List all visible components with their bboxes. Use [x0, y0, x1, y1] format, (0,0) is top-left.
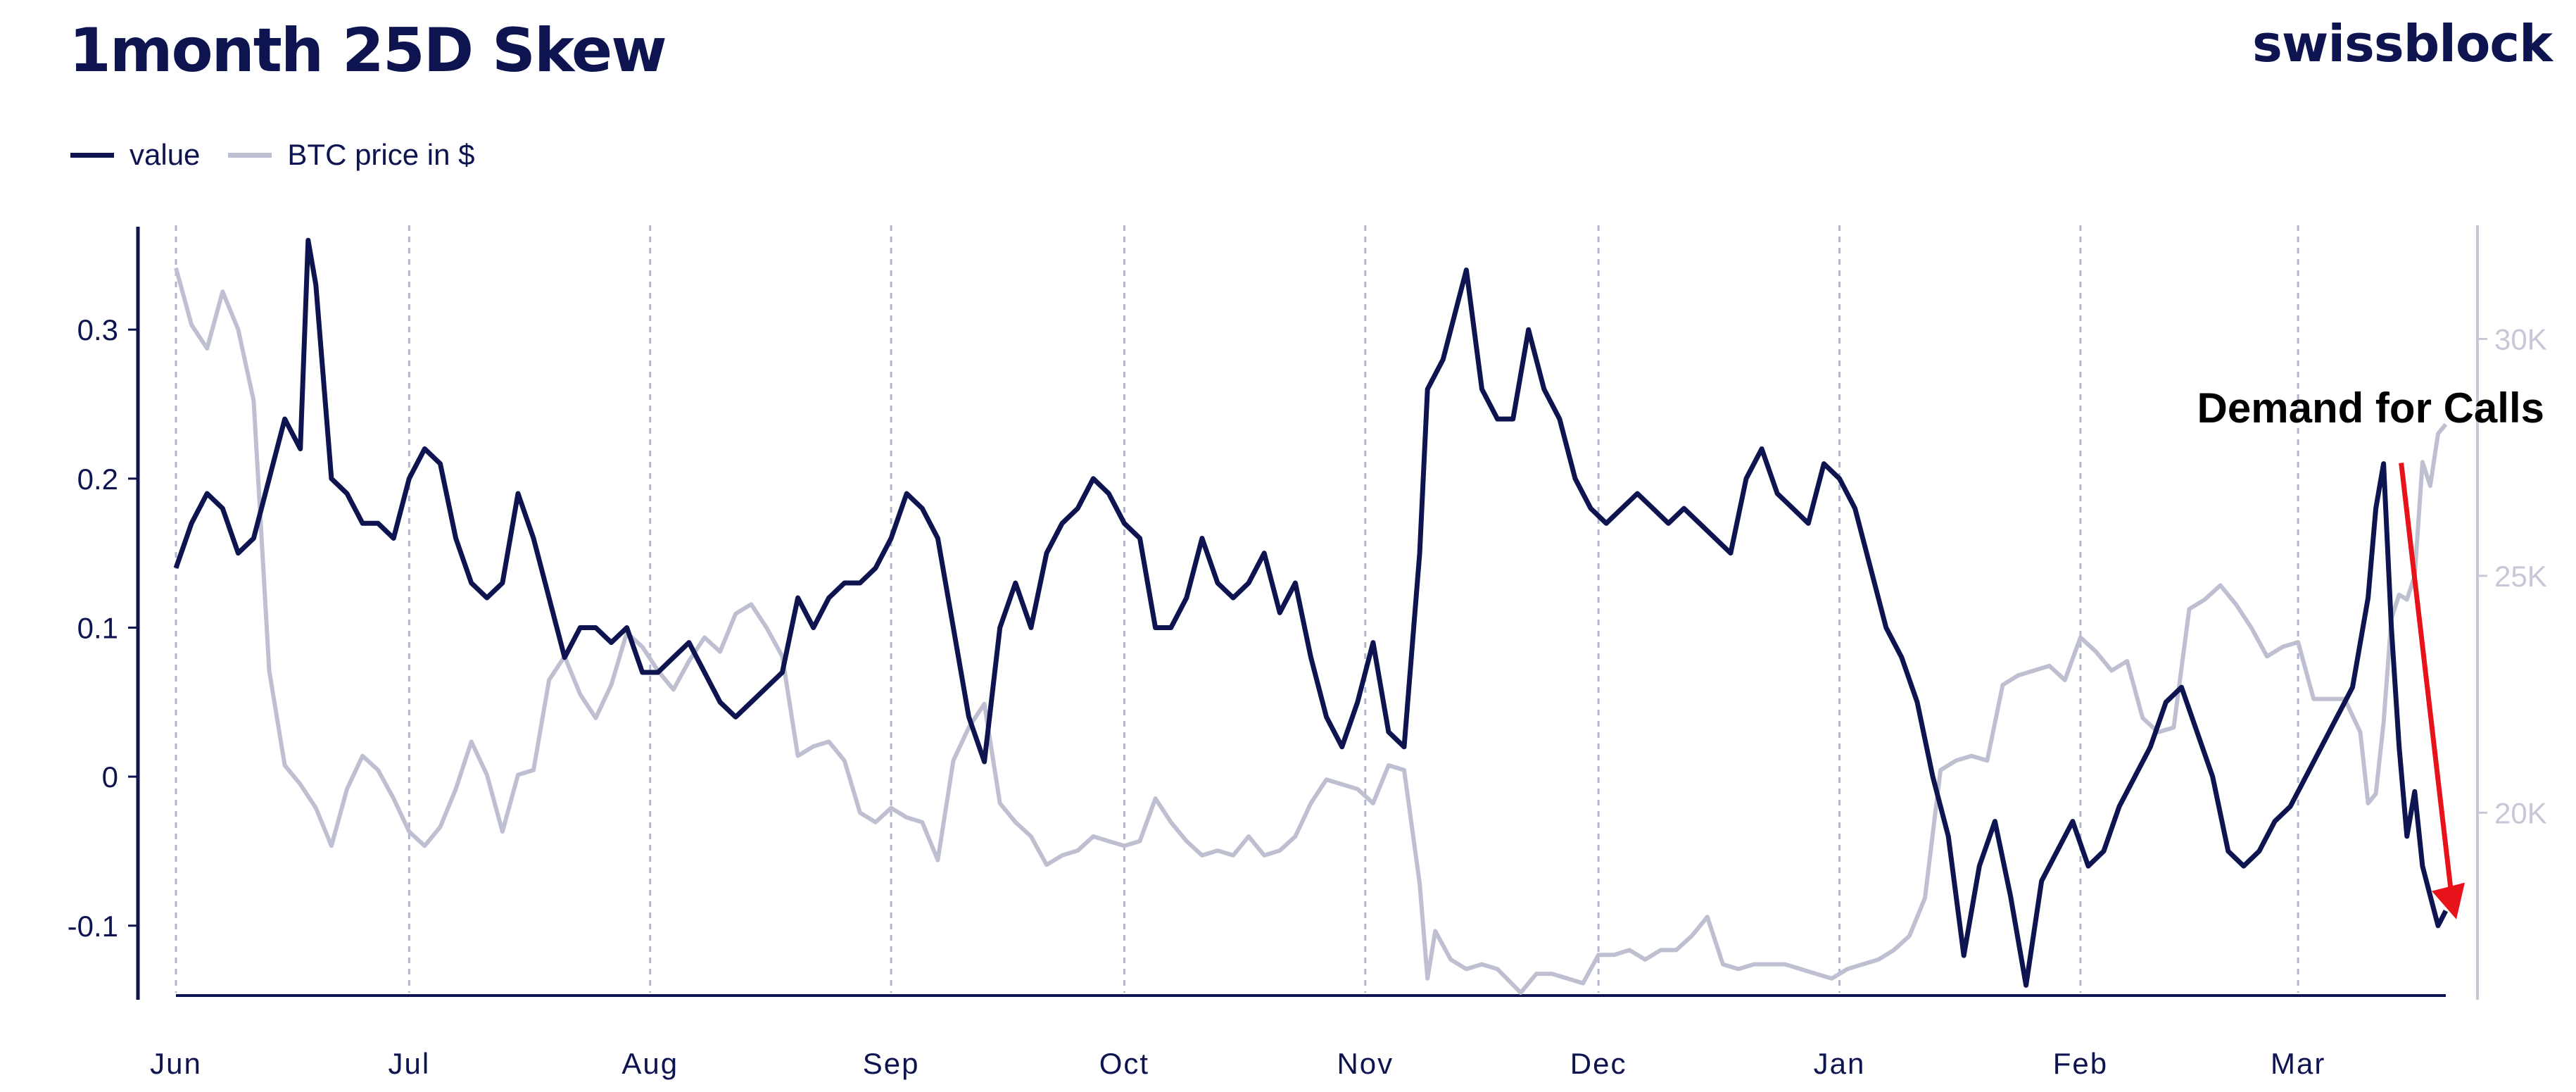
chart-title: 1month 25D Skew — [69, 15, 667, 86]
legend-item-value[interactable]: value — [70, 138, 200, 172]
annotation-arrowhead — [2432, 882, 2465, 920]
legend: value BTC price in $ — [70, 138, 503, 172]
x-grid — [175, 225, 2299, 993]
x-tick-label: Jun — [150, 1047, 202, 1080]
x-tick-label: Jul — [388, 1047, 430, 1080]
x-tick-label: Aug — [621, 1047, 678, 1080]
legend-swatch-btc-price — [228, 152, 272, 158]
y-left-tick-label: 0 — [102, 760, 118, 793]
y-right-tick-label: 25K — [2494, 560, 2547, 593]
brand-logo: swissblock — [2252, 14, 2553, 73]
y-right-tick-label: 20K — [2494, 796, 2547, 829]
value-series-line — [173, 237, 2449, 988]
legend-item-btc-price[interactable]: BTC price in $ — [228, 138, 475, 172]
btc-price-series-line — [174, 267, 2448, 995]
x-tick-label: Sep — [863, 1047, 920, 1080]
y-left-tick-label: -0.1 — [68, 910, 118, 943]
legend-label-value: value — [130, 138, 201, 171]
x-tick-label: Feb — [2053, 1047, 2108, 1080]
axes — [128, 225, 2487, 1000]
x-tick-label: Nov — [1337, 1047, 1394, 1080]
x-tick-label: Jan — [1814, 1047, 1866, 1080]
x-tick-label: Mar — [2271, 1047, 2325, 1080]
annotation-label: Demand for Calls — [2197, 384, 2544, 432]
y-left-tick-label: 0.1 — [77, 611, 118, 644]
y-left-tick-label: 0.3 — [77, 313, 118, 346]
annotation-arrow-shaft — [2399, 463, 2455, 901]
legend-swatch-value — [70, 152, 114, 158]
y-left-tick-label: 0.2 — [77, 463, 118, 496]
y-right-tick-label: 30K — [2494, 322, 2547, 356]
tick-labels: Jun Jul Aug Sep Oct Nov Dec Jan Feb Mar 0.3 0.2 0.1 0… — [68, 313, 2547, 1080]
x-tick-label: Dec — [1570, 1047, 1627, 1080]
legend-label-btc-price: BTC price in $ — [287, 138, 475, 171]
series-layer — [173, 237, 2449, 995]
annotation-layer: Demand for Calls — [2197, 384, 2544, 920]
x-tick-label: Oct — [1099, 1047, 1149, 1080]
